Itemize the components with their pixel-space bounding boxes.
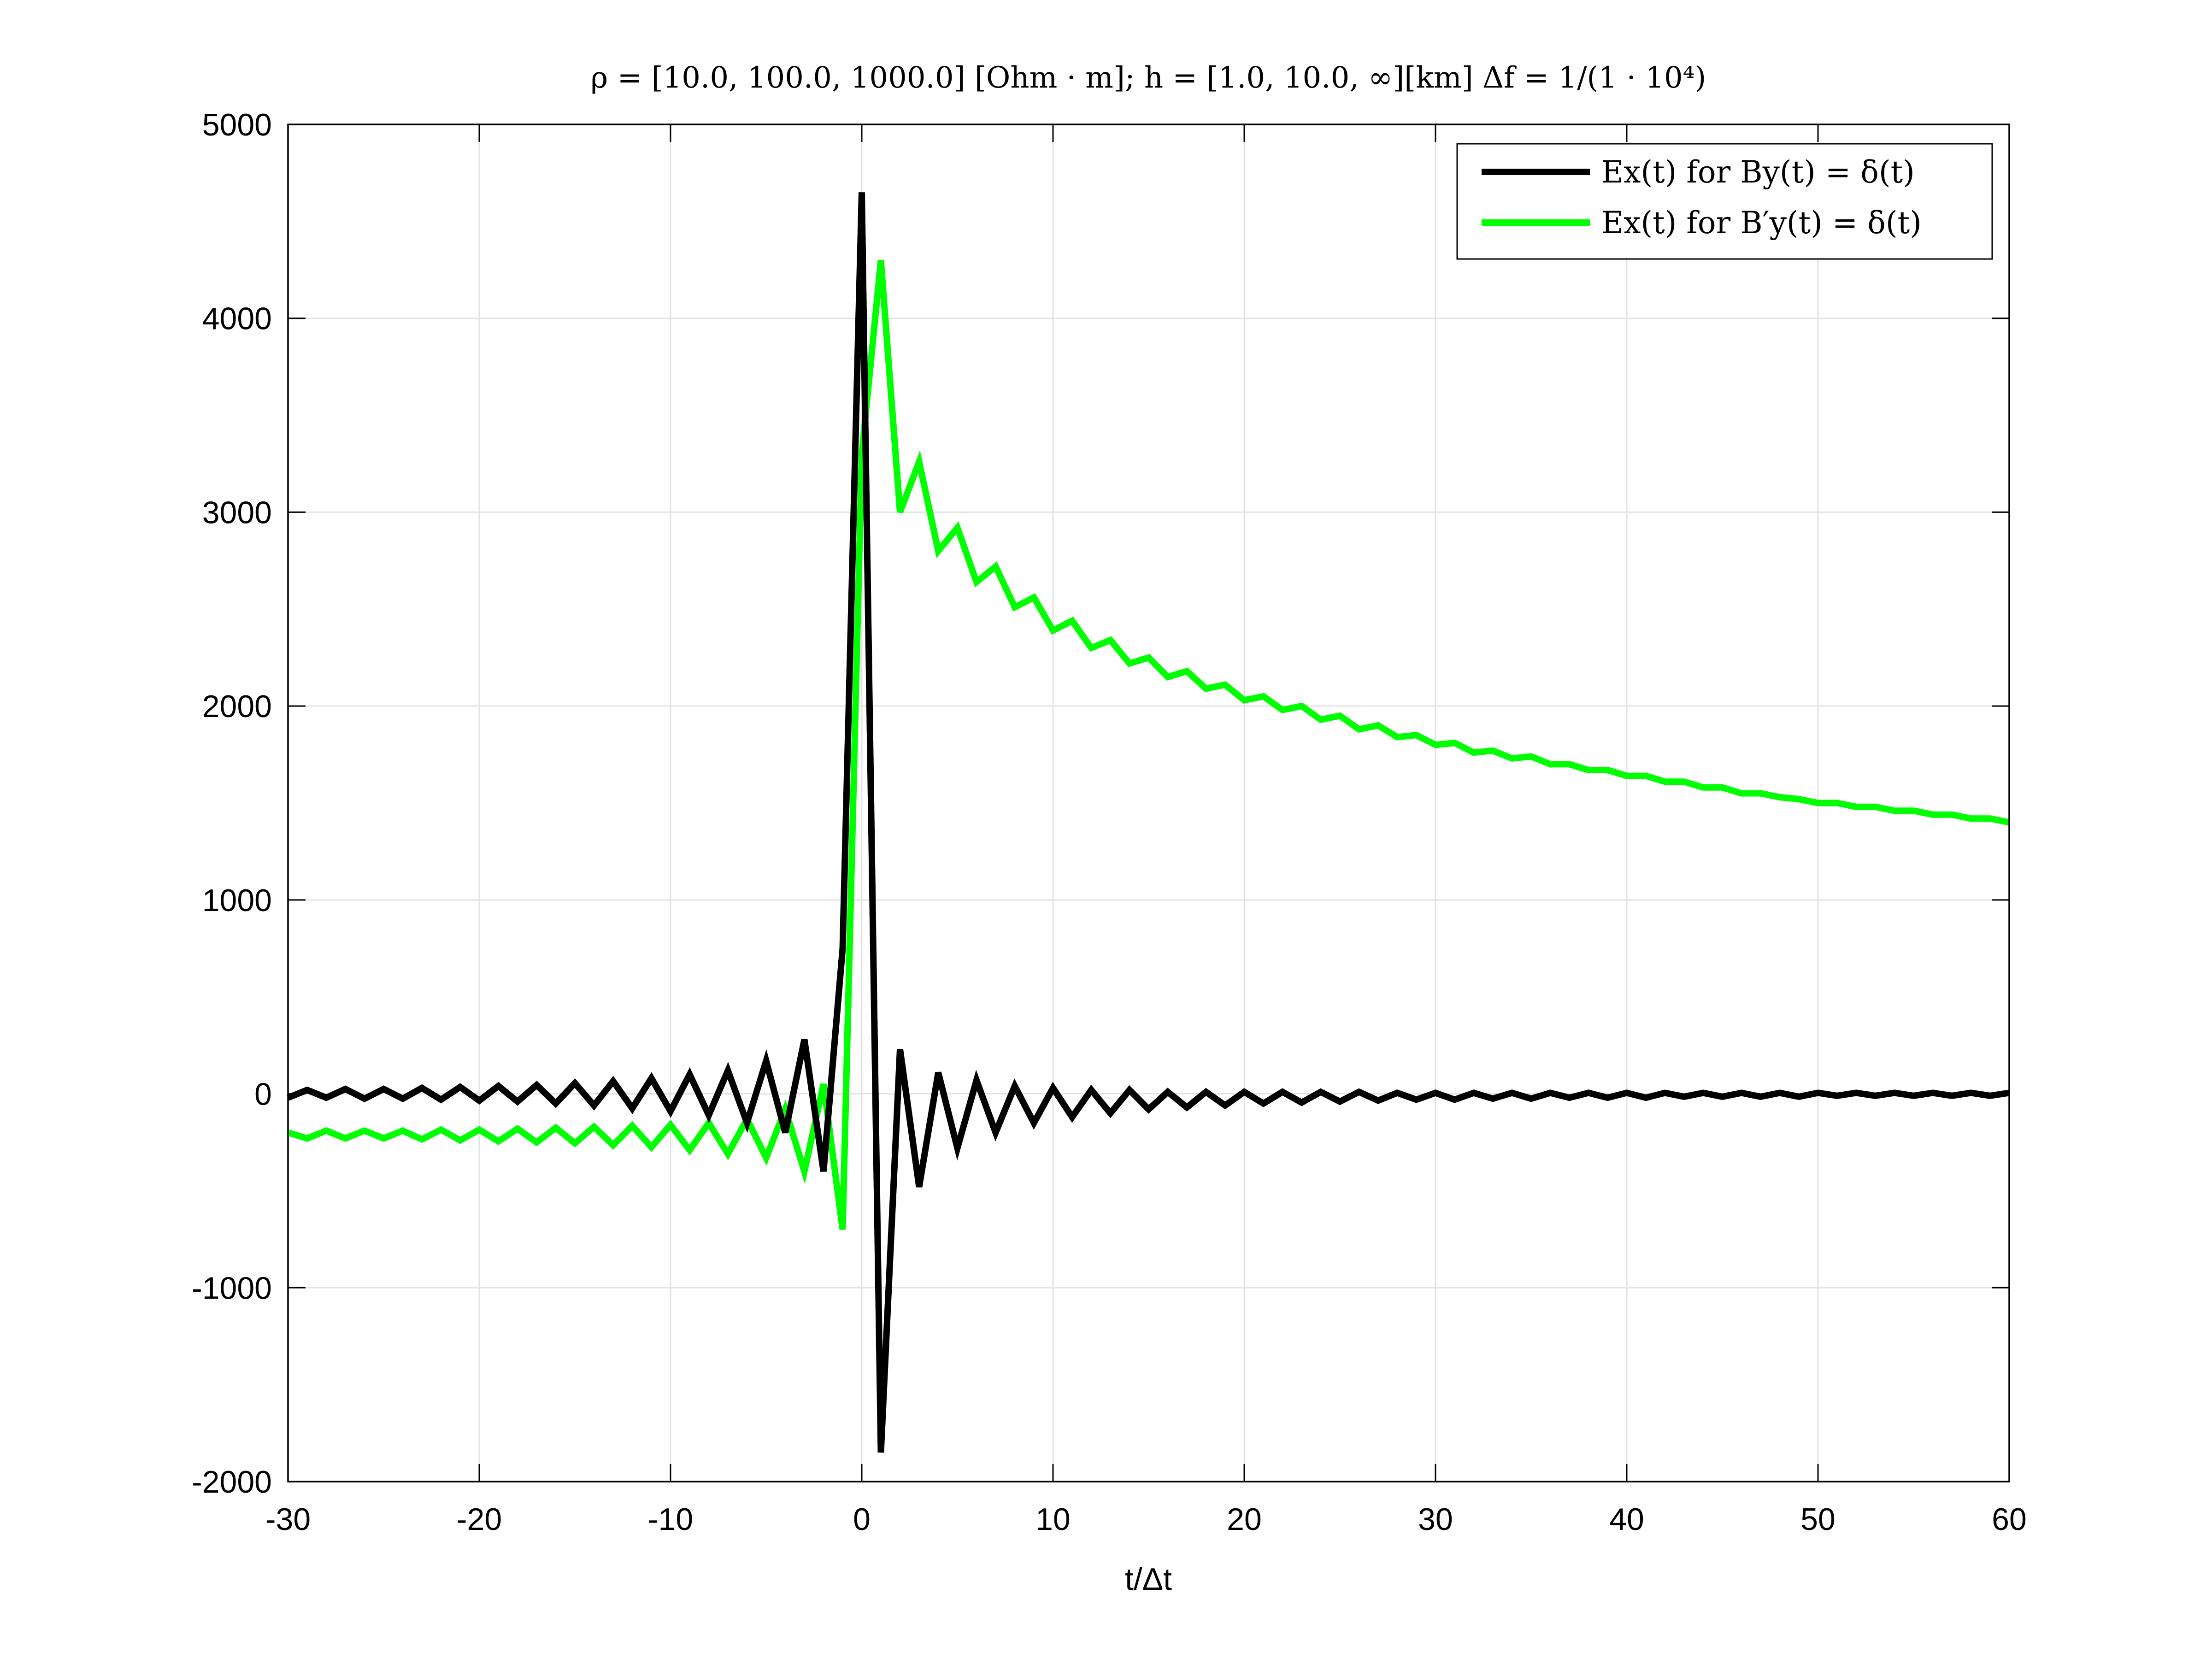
x-tick-label: 40: [1609, 1502, 1644, 1537]
x-tick-label: -30: [265, 1502, 311, 1537]
x-tick-label: 60: [1992, 1502, 2027, 1537]
chart-title: ρ = [10.0, 100.0, 1000.0] [Ohm · m]; h =…: [591, 61, 1706, 95]
legend-label: Ex(t) for By(t) = δ(t): [1601, 154, 1915, 190]
y-tick-label: 1000: [202, 883, 272, 918]
plot-frame: [287, 124, 2010, 1483]
y-tick-label: -2000: [192, 1465, 272, 1500]
y-tick-label: 4000: [202, 301, 272, 336]
x-tick-label: 0: [853, 1502, 871, 1537]
y-tick-label: 0: [254, 1077, 272, 1112]
y-tick-label: -1000: [192, 1271, 272, 1306]
x-axis-label: t/Δt: [1125, 1562, 1172, 1597]
legend: Ex(t) for By(t) = δ(t) Ex(t) for B′y(t) …: [1456, 143, 1993, 260]
y-tick-label: 2000: [202, 689, 272, 724]
y-tick-label: 3000: [202, 495, 272, 530]
x-tick-label: 30: [1418, 1502, 1453, 1537]
x-tick-label: -10: [648, 1502, 693, 1537]
legend-box: [1456, 143, 1993, 260]
series-line-green: [287, 259, 2010, 1230]
series-group: [287, 192, 2010, 1453]
series-line-black: [287, 192, 2010, 1453]
y-tick-label: 5000: [202, 107, 272, 142]
x-tick-label: 10: [1035, 1502, 1071, 1537]
x-tick-label: 20: [1227, 1502, 1262, 1537]
tick-labels: -30 -20 -10 0 10 20 30 40 50 60 -2000 -1000 0 1000 200…: [192, 107, 2027, 1537]
x-tick-label: -20: [457, 1502, 502, 1537]
legend-label: Ex(t) for B′y(t) = δ(t): [1601, 205, 1922, 241]
x-tick-label: 50: [1800, 1502, 1835, 1537]
